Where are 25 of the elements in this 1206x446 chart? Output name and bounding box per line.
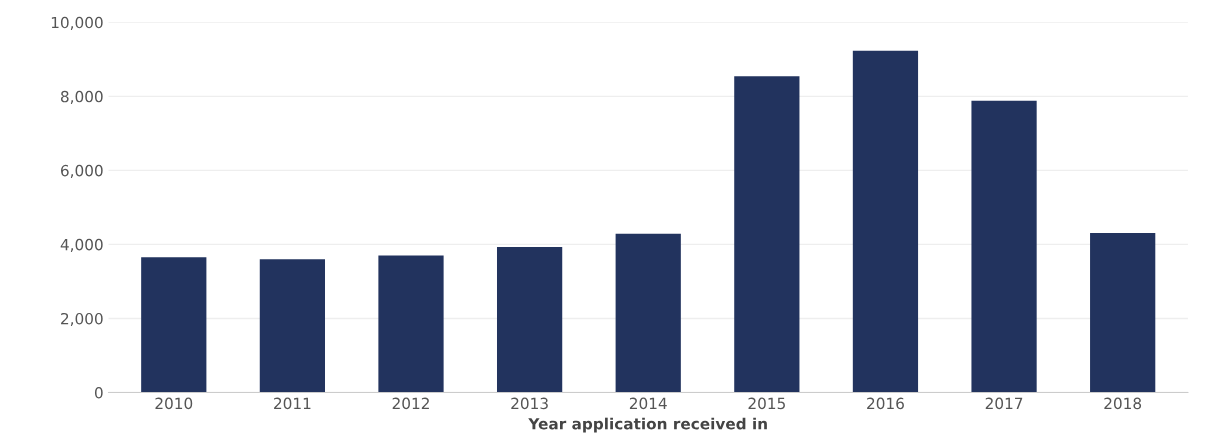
bar xyxy=(1090,232,1156,393)
x-tick-label: 2014 xyxy=(629,397,667,410)
x-tick-label: 2011 xyxy=(274,397,311,410)
y-tick-label: 2,000 xyxy=(61,312,103,327)
x-axis-title: Year application received in xyxy=(528,417,767,433)
y-tick-label: 10,000 xyxy=(51,16,103,30)
x-tick-label: 2017 xyxy=(985,397,1023,410)
bar xyxy=(378,255,444,393)
y-tick-label: 6,000 xyxy=(61,164,103,178)
bar xyxy=(496,247,563,393)
x-tick-label: 2016 xyxy=(867,397,904,410)
x-tick-label: 2018 xyxy=(1104,397,1142,410)
bar xyxy=(734,76,800,393)
x-tick-label: 2012 xyxy=(392,397,429,410)
y-tick-label: 8,000 xyxy=(60,90,103,104)
bar xyxy=(615,233,681,393)
x-tick-label: 2015 xyxy=(748,397,785,410)
y-tick-label: 0 xyxy=(94,386,103,399)
bar xyxy=(971,100,1037,393)
bar xyxy=(259,259,326,393)
bar xyxy=(852,50,919,393)
x-tick-label: 2010 xyxy=(155,397,193,410)
bar xyxy=(141,257,207,393)
x-tick-label: 2013 xyxy=(511,397,548,410)
y-tick-label: 4,000 xyxy=(60,238,103,252)
